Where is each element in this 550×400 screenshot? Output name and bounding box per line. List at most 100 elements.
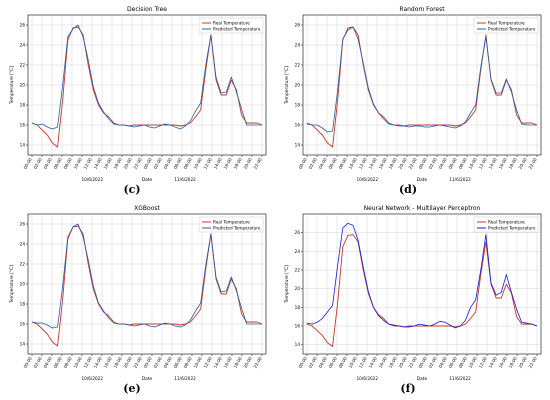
chart-title: Decision Tree (127, 6, 167, 13)
y-tick-label: 14 (20, 342, 26, 347)
x-tick-label: 08:00 (62, 356, 73, 369)
y-tick-label: 18 (20, 302, 26, 307)
x-tick-label: 04:00 (437, 157, 448, 170)
x-tick-label: 14:00 (367, 157, 378, 170)
x-tick-label: 08:00 (182, 157, 193, 170)
x-tick-label: 04:00 (317, 157, 328, 170)
x-tick-label: 02:00 (32, 157, 43, 170)
x-tick-label: 20:00 (122, 157, 133, 170)
x-tick-label: 22:00 (527, 356, 538, 369)
x-tick-label: 10:00 (347, 157, 358, 170)
x-tick-label: 20:00 (517, 356, 528, 369)
y-tick-label: 14 (20, 143, 26, 148)
chart-title: Random Forest (399, 6, 445, 13)
date-label: 10/6/2022 (82, 177, 104, 182)
x-tick-label: 02:00 (152, 157, 163, 170)
y-tick-label: 26 (20, 222, 26, 227)
x-tick-label: 04:00 (42, 157, 53, 170)
x-tick-label: 14:00 (212, 157, 223, 170)
series-line-predicted (31, 24, 262, 130)
x-tick-label: 08:00 (457, 157, 468, 170)
y-tick-label: 24 (295, 43, 301, 48)
x-tick-label: 14:00 (487, 157, 498, 170)
panel-label: (e) (123, 382, 140, 395)
y-tick-label: 16 (20, 322, 26, 327)
x-tick-label: 14:00 (212, 356, 223, 369)
x-tick-label: 20:00 (397, 356, 408, 369)
legend-box (198, 17, 264, 34)
x-tick-label: 08:00 (337, 356, 348, 369)
x-tick-label: 02:00 (307, 356, 318, 369)
y-axis-label: Temperature [°C] (9, 265, 15, 304)
y-tick-label: 24 (20, 242, 26, 247)
x-tick-label: 18:00 (232, 356, 243, 369)
x-tick-label: 04:00 (162, 157, 173, 170)
x-tick-label: 06:00 (172, 356, 183, 369)
x-tick-label: 06:00 (172, 157, 183, 170)
x-tick-label: 18:00 (387, 356, 398, 369)
series-line-predicted (306, 222, 538, 329)
y-tick-label: 20 (20, 282, 26, 287)
y-tick-label: 22 (295, 268, 301, 273)
x-tick-label: 16:00 (377, 157, 388, 170)
x-tick-label: 06:00 (447, 157, 458, 170)
legend-entry: Predicted Temperature (488, 226, 536, 231)
date-label: 10/6/2022 (357, 177, 379, 182)
x-tick-label: 16:00 (497, 157, 508, 170)
x-tick-label: 10:00 (192, 356, 203, 369)
x-tick-label: 18:00 (387, 157, 398, 170)
x-tick-label: 10:00 (467, 157, 478, 170)
chart-title: XGBoost (134, 205, 160, 212)
x-tick-label: 22:00 (132, 356, 143, 369)
x-axis-label: Date (417, 177, 428, 183)
x-tick-label: 10:00 (72, 356, 83, 369)
legend-entry: Real Temperature (488, 220, 525, 225)
legend-entry: Predicted Temperature (488, 27, 536, 32)
legend-box (473, 216, 539, 233)
x-tick-label: 20:00 (242, 157, 253, 170)
y-axis-label: Temperature [°C] (284, 66, 290, 105)
x-axis-label: Date (417, 376, 428, 382)
x-tick-label: 20:00 (397, 157, 408, 170)
panel-label: (c) (123, 183, 140, 196)
legend-entry: Real Temperature (488, 21, 525, 26)
y-tick-label: 26 (295, 230, 301, 235)
plot-area (302, 213, 542, 355)
x-tick-label: 08:00 (62, 157, 73, 170)
panel-label: (d) (399, 183, 417, 196)
date-label: 11/6/2022 (174, 376, 196, 381)
x-tick-label: 06:00 (327, 157, 338, 170)
x-tick-label: 00:00 (142, 157, 153, 170)
x-tick-label: 12:00 (477, 356, 488, 369)
x-tick-label: 16:00 (102, 356, 113, 369)
y-tick-label: 22 (20, 262, 26, 267)
y-tick-label: 20 (295, 83, 301, 88)
x-tick-label: 14:00 (487, 356, 498, 369)
x-tick-label: 04:00 (437, 356, 448, 369)
x-tick-label: 22:00 (527, 157, 538, 170)
x-tick-label: 14:00 (367, 356, 378, 369)
x-tick-label: 14:00 (92, 356, 103, 369)
x-tick-label: 00:00 (417, 157, 428, 170)
y-axis-label: Temperature [°C] (9, 66, 15, 105)
x-tick-label: 22:00 (252, 356, 263, 369)
x-tick-label: 02:00 (307, 157, 318, 170)
legend-entry: Predicted Temperature (213, 27, 261, 32)
x-tick-label: 06:00 (447, 356, 458, 369)
x-tick-label: 02:00 (427, 356, 438, 369)
legend-box (473, 17, 539, 34)
x-tick-label: 02:00 (152, 356, 163, 369)
x-tick-label: 22:00 (407, 356, 418, 369)
x-tick-label: 06:00 (52, 356, 63, 369)
x-tick-label: 00:00 (22, 157, 33, 170)
y-tick-label: 20 (20, 83, 26, 88)
series-line-real (306, 234, 538, 347)
date-label: 10/6/2022 (357, 376, 379, 381)
x-tick-label: 20:00 (517, 157, 528, 170)
